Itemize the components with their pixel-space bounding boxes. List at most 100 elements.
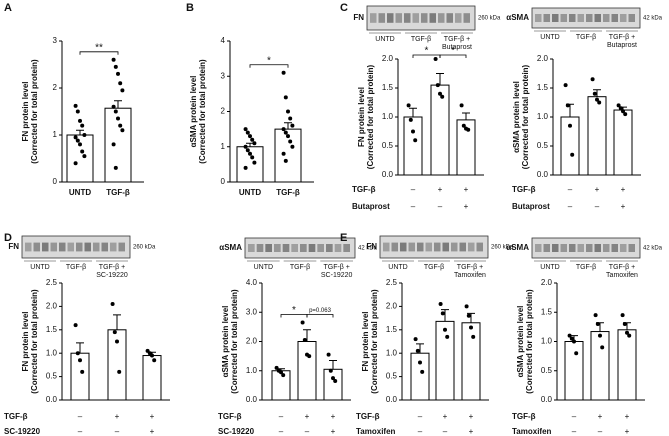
blot-band: [535, 244, 542, 252]
condition-sign: +: [464, 185, 469, 194]
blot-band: [594, 244, 601, 252]
data-point: [290, 144, 295, 149]
blot-band: [408, 242, 415, 252]
significance-label: *: [267, 55, 271, 66]
significance-bracket: [439, 54, 467, 58]
condition-sign: –: [438, 202, 443, 211]
blot-band: [434, 242, 441, 252]
error-bar: [76, 342, 84, 354]
data-point: [563, 83, 568, 88]
condition-sign: –: [78, 412, 83, 421]
y-tick-label: 2.0: [46, 302, 58, 311]
data-point: [302, 338, 307, 343]
data-point: [252, 160, 257, 165]
data-point: [243, 165, 248, 170]
data-point: [595, 321, 600, 326]
blot-band: [603, 14, 610, 22]
blot-protein: αSMA: [219, 243, 242, 252]
y-tick-label: 4: [221, 36, 226, 45]
significance-label: **: [95, 42, 103, 53]
y-tick-label: 0.5: [46, 372, 58, 381]
lane-label: TGF-β +: [323, 264, 349, 271]
data-point: [73, 161, 78, 166]
data-point: [243, 127, 248, 132]
condition-sign: –: [572, 412, 577, 421]
data-point: [152, 358, 157, 363]
data-point: [411, 129, 415, 134]
data-point: [300, 320, 305, 325]
data-point: [78, 118, 82, 123]
y-tick-label: 1.5: [382, 83, 394, 92]
data-point: [413, 337, 418, 342]
data-point: [286, 134, 290, 139]
condition-sign: –: [568, 202, 573, 211]
blot-band: [620, 244, 627, 252]
blot-size: 260 kDa: [491, 245, 514, 251]
lane-label: TGF-β +: [609, 264, 635, 271]
panel-label: A: [4, 2, 12, 14]
data-point: [443, 327, 447, 332]
data-point: [565, 103, 570, 108]
condition-sign: +: [625, 427, 630, 436]
significance-bracket: [249, 64, 289, 68]
data-point: [283, 158, 288, 163]
y-tick-label: 3: [221, 71, 226, 80]
y-tick-label: 1.0: [246, 366, 258, 375]
lane-label: UNTD: [540, 34, 559, 41]
data-point: [82, 154, 87, 159]
blot-band: [459, 242, 466, 252]
blot-band: [76, 242, 83, 252]
data-point: [574, 351, 579, 356]
data-point: [621, 109, 625, 114]
y-tick-label: 0.5: [386, 372, 398, 381]
blot-band: [59, 242, 66, 252]
blot-band: [343, 244, 350, 252]
y-axis-label: FN protein level: [21, 81, 30, 141]
data-point: [408, 117, 413, 122]
blot-band: [404, 13, 411, 23]
condition-sign: –: [305, 427, 310, 436]
data-point: [118, 81, 123, 86]
blot-band: [42, 242, 49, 252]
y-axis-label: αSMA protein level: [221, 306, 230, 378]
data-point: [115, 339, 119, 344]
data-point: [593, 313, 598, 318]
y-axis-label: αSMA protein level: [512, 81, 521, 153]
data-point: [73, 323, 78, 328]
y-tick-label: 1.5: [541, 307, 553, 316]
data-point: [248, 151, 252, 156]
condition-name: SC-19220: [218, 427, 255, 436]
data-point: [80, 149, 85, 154]
y-tick-label: 0.0: [246, 395, 258, 404]
data-point: [600, 345, 605, 350]
bar: [403, 116, 423, 176]
data-point: [283, 95, 288, 100]
data-point: [625, 330, 629, 335]
data-point: [326, 352, 331, 357]
condition-sign: –: [279, 412, 284, 421]
blot-band: [378, 13, 385, 23]
blot-band: [543, 244, 550, 252]
y-tick-label: 2.5: [46, 278, 58, 287]
bar: [435, 320, 455, 401]
bar: [271, 370, 291, 401]
error-bar: [593, 89, 601, 97]
data-point: [466, 127, 471, 132]
significance-label: p=0.063: [309, 308, 332, 314]
blot-band: [84, 242, 91, 252]
lane-label: Butaprost: [607, 42, 637, 49]
condition-name: Butaprost: [512, 202, 550, 211]
data-point: [597, 100, 602, 105]
error-bar: [284, 122, 292, 130]
condition-name: TGF-β: [218, 412, 242, 421]
data-point: [307, 354, 312, 359]
data-point: [616, 103, 621, 108]
y-axis-label: (Corrected for total protein): [521, 64, 530, 169]
lane-label: Tamoxifen: [454, 272, 486, 279]
bar: [66, 134, 94, 183]
y-tick-label: 1.5: [386, 325, 398, 334]
blot-band: [438, 13, 445, 23]
data-point: [113, 165, 118, 170]
blot-band: [620, 14, 627, 22]
